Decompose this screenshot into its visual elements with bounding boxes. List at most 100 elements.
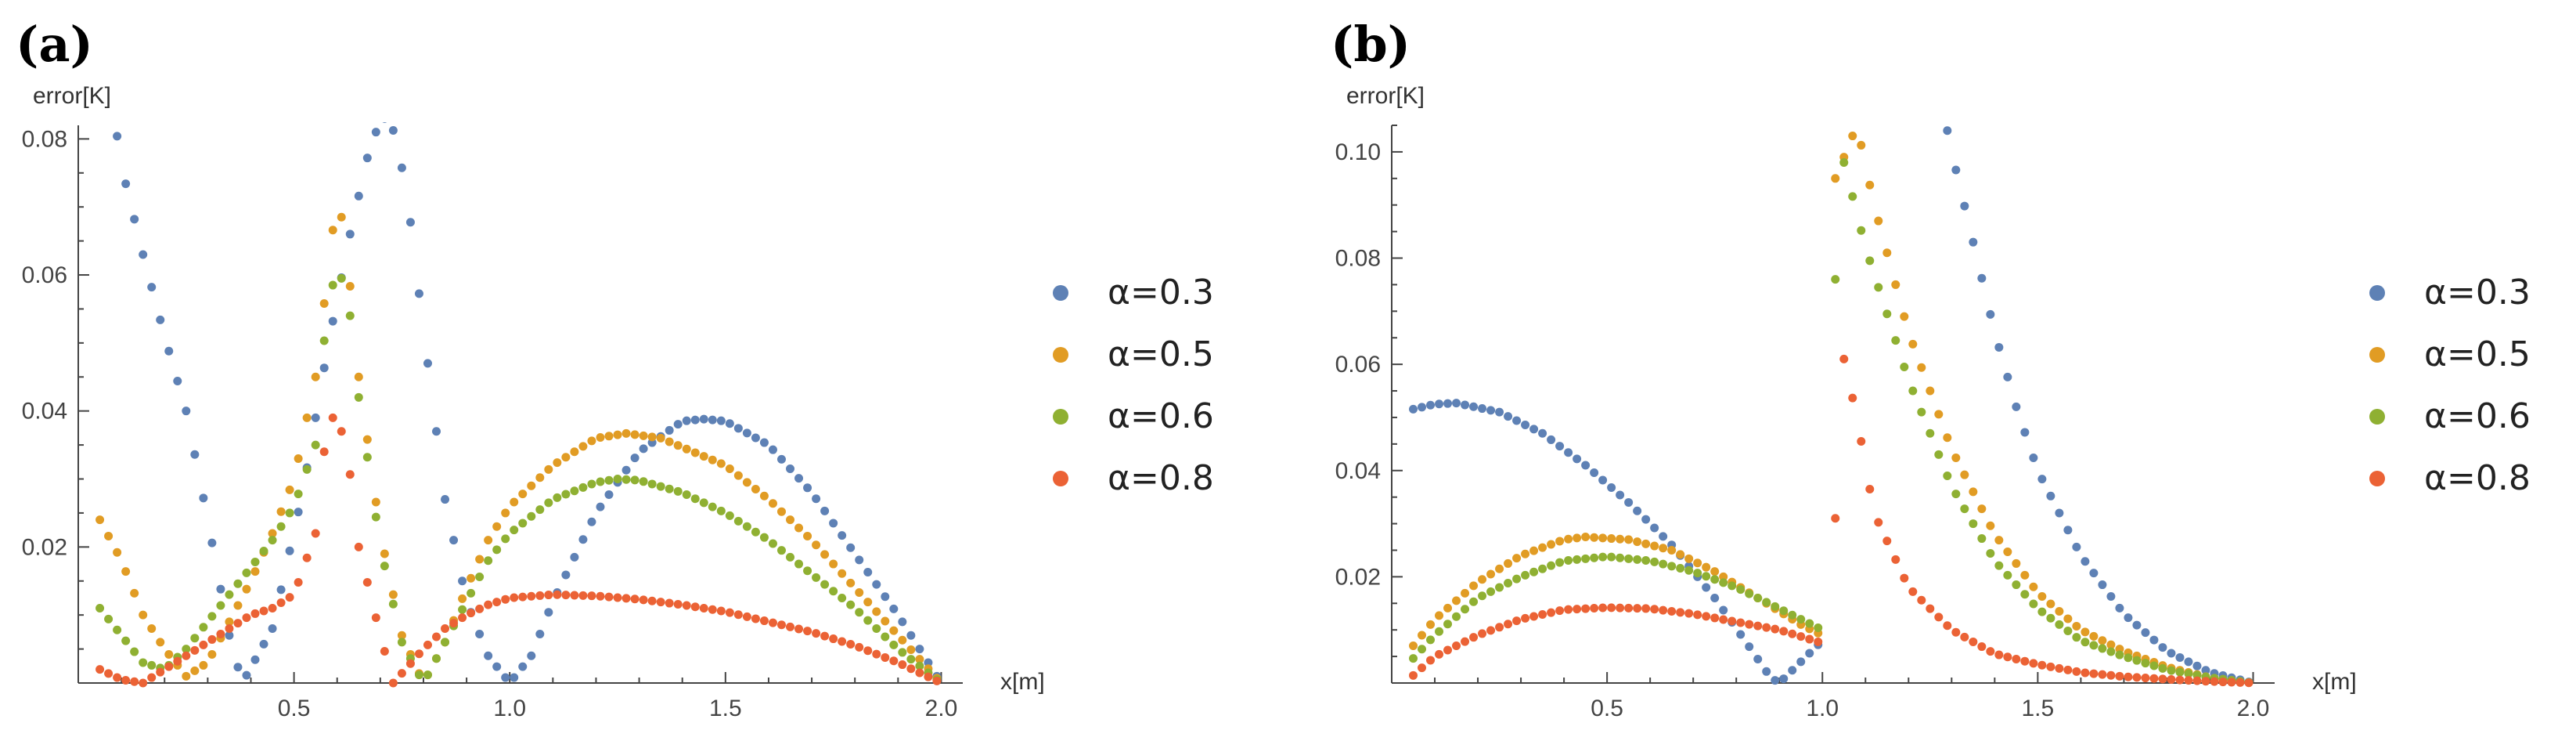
data-point — [371, 613, 380, 623]
data-point — [139, 250, 148, 259]
data-point — [881, 652, 890, 662]
data-point — [639, 477, 648, 486]
data-point — [1684, 566, 1694, 575]
data-point — [1771, 624, 1780, 634]
data-point — [1633, 555, 1642, 564]
data-point — [1977, 642, 1987, 652]
data-point — [544, 464, 553, 474]
data-point — [621, 594, 631, 603]
data-point — [1452, 596, 1461, 605]
data-point — [1418, 645, 1427, 654]
data-point — [812, 573, 821, 582]
data-point — [1986, 647, 1995, 656]
data-point — [510, 526, 519, 535]
data-point — [587, 479, 596, 489]
data-point — [225, 617, 234, 627]
data-point — [1538, 543, 1547, 552]
data-point — [1478, 591, 1487, 601]
data-point — [501, 508, 510, 518]
panel-a-series-2 — [95, 212, 942, 683]
data-point — [759, 438, 769, 447]
data-point — [1598, 475, 1608, 485]
panel-b-y-tick-label: 0.06 — [1335, 352, 1381, 378]
data-point — [932, 676, 942, 685]
data-point — [156, 315, 165, 324]
data-point — [527, 591, 536, 601]
data-point — [354, 191, 363, 201]
data-point — [630, 475, 639, 485]
data-point — [1831, 514, 1840, 523]
data-point — [1409, 670, 1418, 680]
data-point — [510, 497, 519, 507]
data-point — [1469, 581, 1479, 591]
data-point — [518, 662, 528, 671]
data-point — [2089, 569, 2099, 578]
data-point — [855, 642, 864, 652]
data-point — [319, 336, 329, 345]
data-point — [1994, 650, 2004, 660]
data-point — [2149, 661, 2159, 670]
panel-a-label: (a) — [16, 16, 93, 73]
data-point — [2167, 675, 2176, 685]
data-point — [147, 673, 157, 682]
data-point — [1986, 309, 1995, 319]
data-point — [328, 413, 337, 422]
data-point — [380, 646, 389, 656]
data-point — [354, 372, 363, 381]
data-point — [2003, 570, 2012, 580]
data-point — [708, 605, 717, 614]
data-point — [2106, 647, 2116, 656]
data-point — [708, 415, 717, 425]
data-point — [242, 670, 251, 680]
data-point — [1943, 126, 1952, 136]
panel-a-series-3 — [95, 273, 942, 685]
data-point — [458, 576, 467, 586]
data-point — [1564, 448, 1573, 457]
data-point — [345, 229, 355, 239]
data-point — [328, 280, 337, 290]
panel-a-y-axis-title: error[K] — [33, 83, 111, 109]
data-point — [665, 598, 674, 608]
data-point — [1788, 629, 1797, 638]
data-point — [1977, 534, 1987, 544]
data-point — [838, 531, 847, 540]
data-point — [484, 536, 493, 545]
data-point — [2063, 614, 2073, 623]
data-point — [1762, 623, 1771, 632]
data-point — [2106, 640, 2116, 649]
data-point — [2046, 491, 2055, 501]
data-point — [1779, 627, 1789, 636]
data-point — [1418, 631, 1427, 640]
panel-b-marks — [1409, 126, 2254, 688]
data-point — [250, 557, 260, 566]
data-point — [1891, 336, 1900, 345]
data-point — [414, 670, 423, 680]
data-point — [1486, 587, 1496, 596]
data-point — [1581, 533, 1591, 542]
data-point — [742, 478, 751, 487]
data-point — [311, 372, 320, 381]
data-point — [182, 671, 191, 681]
data-point — [1573, 533, 1582, 543]
data-point — [855, 555, 864, 565]
data-point — [1857, 140, 1866, 150]
data-point — [113, 132, 122, 141]
data-point — [1650, 541, 1659, 551]
data-point — [1512, 616, 1522, 626]
data-point — [95, 515, 105, 525]
data-point — [561, 453, 571, 462]
data-point — [898, 635, 907, 645]
data-point — [889, 626, 899, 635]
data-point — [2081, 557, 2090, 566]
data-point — [130, 215, 139, 224]
data-point — [345, 311, 355, 320]
data-point — [311, 413, 320, 422]
data-point — [2072, 633, 2081, 642]
data-point — [492, 598, 502, 607]
data-point — [1831, 275, 1840, 284]
data-point — [855, 588, 864, 598]
data-point — [1659, 605, 1668, 615]
data-point — [207, 650, 217, 660]
data-point — [1607, 552, 1616, 562]
data-point — [2029, 582, 2038, 591]
